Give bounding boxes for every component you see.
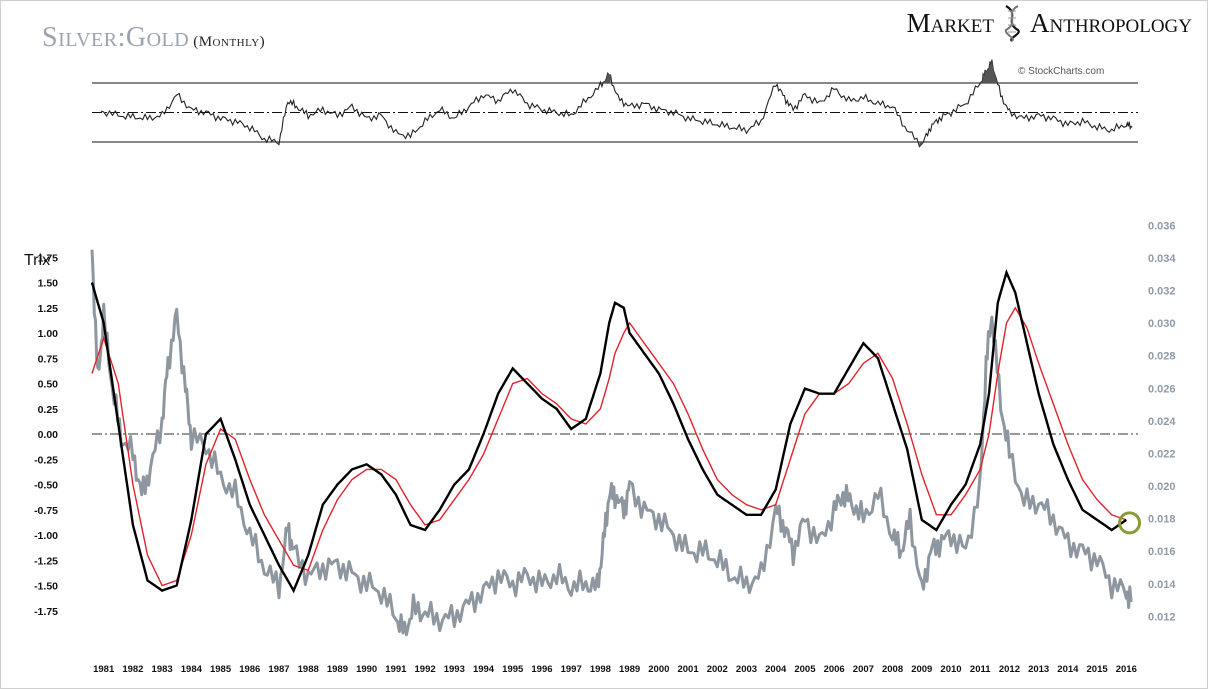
x-tick-label: 1991 [385, 664, 407, 675]
right-tick-label: 0.012 [1148, 611, 1176, 623]
right-tick-label: 0.032 [1148, 285, 1176, 297]
left-tick-label: -1.75 [34, 606, 58, 618]
right-tick-label: 0.022 [1148, 448, 1176, 460]
oscillator-excursion [981, 59, 997, 83]
oscillator-excursion [276, 142, 279, 145]
x-tick-label: 1992 [415, 664, 436, 675]
trix-signal-line [91, 306, 1127, 587]
silver-gold-ratio-line [90, 249, 1133, 637]
right-tick-label: 0.020 [1148, 481, 1176, 493]
right-tick-label: 0.034 [1148, 253, 1176, 265]
x-tick-label: 2000 [648, 664, 669, 675]
right-tick-label: 0.014 [1148, 579, 1176, 591]
x-tick-label: 2005 [794, 664, 816, 675]
oscillator-excursion [603, 73, 611, 83]
chart-subtitle: (Monthly) [193, 34, 266, 50]
x-tick-label: 1998 [590, 664, 611, 675]
x-tick-label: 1993 [444, 664, 465, 675]
chart-title-text: Silver:Gold [42, 22, 190, 53]
left-tick-label: -0.50 [34, 480, 58, 492]
main-panel: 1.75 1.50 1.25 1.00 0.75 0.50 0.25 0.00 -0.25 -0.… [34, 220, 1176, 675]
x-tick-label: 2006 [824, 664, 845, 675]
left-tick-label: 0.50 [38, 379, 59, 391]
right-tick-label: 0.028 [1148, 351, 1176, 363]
x-tick-label: 1995 [502, 664, 524, 675]
right-tick-label: 0.018 [1148, 514, 1176, 526]
right-tick-label: 0.016 [1148, 546, 1176, 558]
x-tick-label: 1990 [356, 664, 377, 675]
dna-helix-icon [1004, 5, 1020, 42]
chart-title: Silver:Gold (Monthly) [42, 22, 265, 54]
brand-left-text: Market [906, 7, 994, 38]
x-tick-label: 2012 [999, 664, 1020, 675]
right-tick-label: 0.030 [1148, 318, 1176, 330]
x-tick-label: 2007 [853, 664, 874, 675]
left-tick-label: 0.25 [38, 404, 59, 416]
x-tick-label: 1996 [531, 664, 552, 675]
current-reading-highlight [1118, 511, 1142, 535]
source-credit: © StockCharts.com [1018, 66, 1105, 77]
x-tick-label: 2009 [911, 664, 932, 675]
left-tick-label: -1.25 [34, 555, 58, 567]
brand-logo: Market Anthropology [907, 4, 1192, 42]
x-tick-label: 1988 [298, 664, 319, 675]
x-tick-label: 1997 [561, 664, 582, 675]
x-tick-label: 2008 [882, 664, 903, 675]
right-tick-label: 0.024 [1148, 416, 1176, 428]
x-tick-label: 1984 [181, 664, 203, 675]
x-tick-label: 1989 [619, 664, 640, 675]
oscillator-panel [92, 59, 1138, 148]
x-tick-label: 2003 [736, 664, 757, 675]
right-axis: 0.036 0.034 0.032 0.030 0.028 0.026 0.024 0.022… [1148, 220, 1176, 623]
trix-line [90, 268, 1127, 594]
left-tick-label: -1.50 [34, 581, 58, 593]
x-tick-label: 1982 [122, 664, 143, 675]
x-tick-label: 2013 [1028, 664, 1049, 675]
left-axis: 1.75 1.50 1.25 1.00 0.75 0.50 0.25 0.00 -0.25 -0.… [34, 252, 58, 617]
left-tick-label: -0.75 [34, 505, 58, 517]
right-tick-label: 0.036 [1148, 220, 1176, 232]
oscillator-excursion [919, 142, 924, 147]
x-tick-label: 2010 [940, 664, 961, 675]
x-tick-label: 2001 [677, 664, 699, 675]
x-tick-label: 1985 [210, 664, 232, 675]
x-tick-label: 1994 [473, 664, 495, 675]
x-tick-label: 1986 [239, 664, 260, 675]
x-tick-label: 1981 [93, 664, 115, 675]
left-tick-label: -1.00 [34, 530, 58, 542]
left-tick-label: 1.75 [38, 252, 59, 264]
brand-right-text: Anthropology [1030, 7, 1192, 38]
left-axis-label: Trix [24, 252, 51, 269]
x-tick-label: 1989 [327, 664, 348, 675]
left-tick-label: 0.00 [38, 429, 59, 441]
x-tick-label: 2016 [1116, 664, 1137, 675]
x-axis: 1981 1982 1983 1984 1985 1986 1987 1988 1989 1990… [93, 664, 1137, 675]
left-tick-label: 1.25 [38, 303, 59, 315]
x-tick-label: 1983 [152, 664, 173, 675]
x-tick-label: 2002 [707, 664, 728, 675]
x-tick-label: 2004 [765, 664, 787, 675]
x-tick-label: 2011 [970, 664, 991, 675]
left-tick-label: 1.50 [38, 278, 59, 290]
x-tick-label: 2014 [1057, 664, 1079, 675]
left-tick-label: -0.25 [34, 454, 58, 466]
left-tick-label: 0.75 [38, 353, 59, 365]
x-tick-label: 2015 [1087, 664, 1109, 675]
left-tick-label: 1.00 [38, 328, 59, 340]
right-tick-label: 0.026 [1148, 383, 1176, 395]
x-tick-label: 1987 [268, 664, 289, 675]
